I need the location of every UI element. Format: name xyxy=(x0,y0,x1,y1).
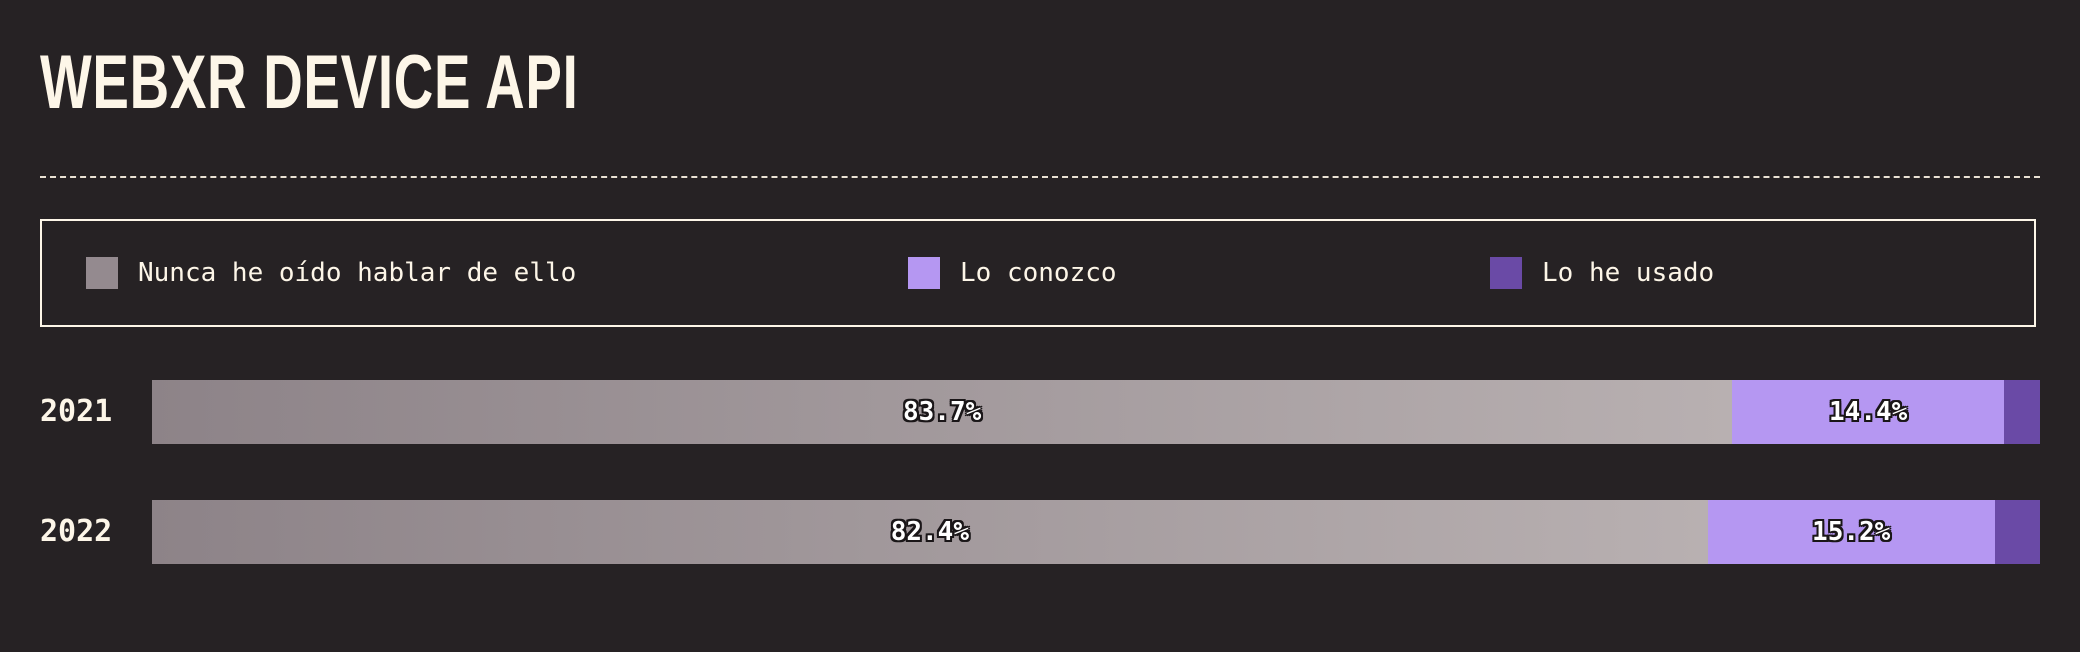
segment-known[interactable]: 15.2% xyxy=(1707,500,1995,564)
segment-never-heard[interactable]: 82.4% xyxy=(152,500,1708,564)
bar-row-2021: 2021 83.7% 14.4% xyxy=(40,380,2040,444)
data-label: 15.2% xyxy=(1812,517,1891,547)
legend-item-never-heard[interactable]: Nunca he oído hablar de ello xyxy=(86,221,576,325)
data-label: 83.7% xyxy=(902,397,982,427)
segment-used[interactable] xyxy=(1994,500,2040,564)
legend-swatch-never-heard xyxy=(86,257,118,289)
bar-row-2022: 2022 82.4% 15.2% xyxy=(40,500,2040,564)
stacked-bar: 82.4% 15.2% xyxy=(152,500,2040,564)
legend-label-never-heard: Nunca he oído hablar de ello xyxy=(138,258,577,288)
segment-used[interactable] xyxy=(2004,380,2040,444)
segment-known[interactable]: 14.4% xyxy=(1732,380,2005,444)
year-label: 2022 xyxy=(40,514,113,549)
dashed-divider xyxy=(40,176,2040,178)
legend-swatch-known xyxy=(908,257,940,289)
data-label: 82.4% xyxy=(890,517,969,547)
year-label: 2021 xyxy=(40,394,113,429)
legend-label-known: Lo conozco xyxy=(960,258,1117,288)
page-title: WEBXR DEVICE API xyxy=(40,40,579,125)
segment-never-heard[interactable]: 83.7% xyxy=(152,380,1733,444)
legend-item-known[interactable]: Lo conozco xyxy=(908,221,1117,325)
data-label: 14.4% xyxy=(1829,397,1908,427)
legend-item-used[interactable]: Lo he usado xyxy=(1490,221,1714,325)
stacked-bar: 83.7% 14.4% xyxy=(152,380,2040,444)
chart-legend: Nunca he oído hablar de ello Lo conozco … xyxy=(40,219,2036,327)
legend-label-used: Lo he usado xyxy=(1542,258,1715,288)
legend-swatch-used xyxy=(1490,257,1522,289)
